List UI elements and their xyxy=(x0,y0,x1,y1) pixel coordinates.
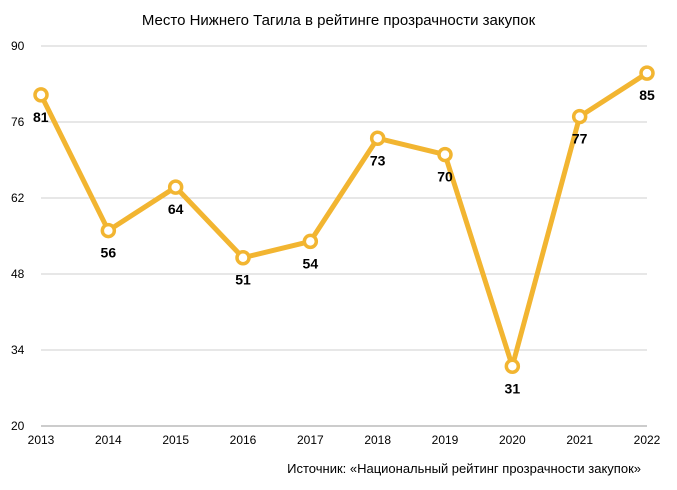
data-label: 85 xyxy=(639,87,655,103)
x-tick-label: 2019 xyxy=(432,433,459,447)
data-label: 31 xyxy=(505,380,521,396)
data-point xyxy=(235,249,251,266)
x-tick-label: 2021 xyxy=(566,433,593,447)
data-label: 73 xyxy=(370,152,386,168)
x-axis-ticks: 2013 2014 2015 2016 2017 2018 2019 2020 2021 2022 xyxy=(28,433,661,447)
data-point xyxy=(100,222,117,239)
data-label: 81 xyxy=(33,109,49,125)
data-label: 64 xyxy=(168,201,184,217)
y-tick-label: 90 xyxy=(11,39,25,53)
series-line xyxy=(38,70,650,369)
x-tick-label: 2013 xyxy=(28,433,55,447)
x-tick-label: 2020 xyxy=(499,433,526,447)
data-points xyxy=(33,65,655,375)
y-axis-ticks: 20 34 48 62 76 90 xyxy=(11,39,25,433)
data-label: 70 xyxy=(437,169,453,185)
y-tick-label: 34 xyxy=(11,343,25,357)
y-tick-label: 20 xyxy=(11,419,25,433)
source-note: Источник: «Национальный рейтинг прозрачн… xyxy=(287,461,641,476)
data-label: 51 xyxy=(235,272,251,288)
data-point xyxy=(167,179,184,195)
y-tick-label: 62 xyxy=(11,191,25,205)
data-point xyxy=(33,87,49,103)
x-tick-label: 2018 xyxy=(364,433,391,447)
x-tick-label: 2015 xyxy=(162,433,189,447)
data-label: 77 xyxy=(572,131,588,147)
data-point xyxy=(571,108,588,125)
gridlines xyxy=(41,45,647,427)
data-point xyxy=(369,130,386,147)
x-tick-label: 2016 xyxy=(230,433,257,447)
series-polyline xyxy=(38,70,650,369)
x-tick-label: 2017 xyxy=(297,433,324,447)
data-point xyxy=(437,146,453,163)
data-labels: 81 56 64 51 54 73 70 31 77 85 xyxy=(33,87,655,396)
data-label: 56 xyxy=(101,245,117,261)
data-point xyxy=(504,358,521,375)
data-point xyxy=(639,65,655,81)
y-tick-label: 76 xyxy=(11,115,25,129)
data-label: 54 xyxy=(303,255,319,271)
x-tick-label: 2022 xyxy=(634,433,661,447)
y-tick-label: 48 xyxy=(11,267,25,281)
chart-title: Место Нижнего Тагила в рейтинге прозрачн… xyxy=(141,12,536,29)
x-tick-label: 2014 xyxy=(95,433,122,447)
data-point xyxy=(302,233,319,250)
